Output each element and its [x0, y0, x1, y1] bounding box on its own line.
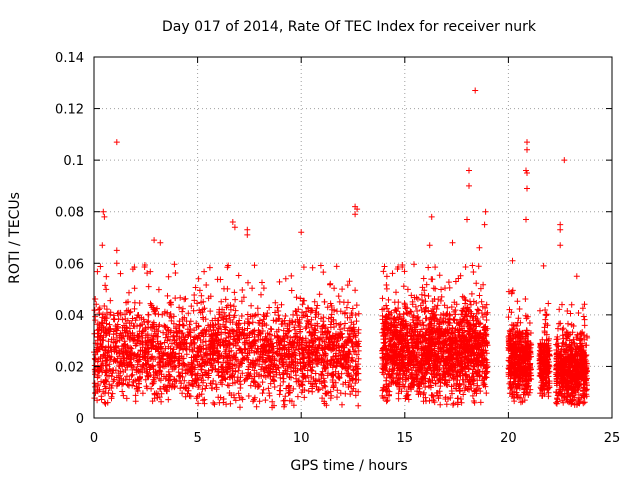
x-tick-label: 25	[604, 431, 621, 446]
x-tick-label: 5	[193, 431, 201, 446]
x-tick-label: 10	[293, 431, 310, 446]
roti-point-markers	[91, 87, 591, 411]
plot-frame	[93, 56, 613, 419]
x-tick-label: 0	[90, 431, 98, 446]
x-tick-label: 20	[500, 431, 517, 446]
y-tick-label: 0.02	[55, 360, 84, 375]
y-tick-label: 0.14	[55, 51, 84, 66]
y-tick-label: 0.1	[63, 154, 84, 169]
x-axis-label: GPS time / hours	[290, 458, 407, 474]
chart-title: Day 017 of 2014, Rate Of TEC Index for r…	[162, 19, 537, 35]
y-tick-label: 0	[76, 412, 84, 427]
axis-ticks: 0 5 10 15 20 25 0 0.02 0.04 0.06 0.08 0.1 0.12 0.14	[55, 51, 620, 446]
x-tick-label: 15	[397, 431, 414, 446]
y-tick-label: 0.12	[55, 103, 84, 118]
y-tick-label: 0.08	[55, 206, 84, 221]
y-axis-label: ROTI / TECUs	[7, 192, 23, 284]
y-tick-label: 0.06	[55, 257, 84, 272]
y-tick-label: 0.04	[55, 309, 84, 324]
data-points	[91, 87, 591, 411]
